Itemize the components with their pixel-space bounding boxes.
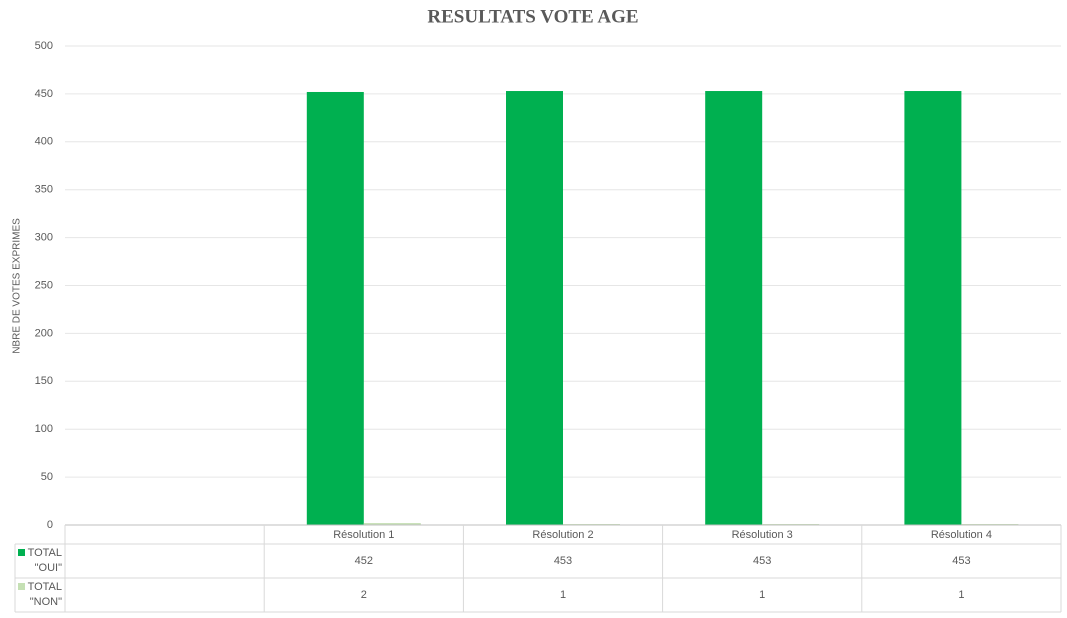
table-value: 2 [361,589,367,601]
table-value: 453 [952,555,970,567]
y-tick-label: 400 [35,136,53,148]
y-tick-label: 150 [35,375,53,387]
y-tick-label: 500 [35,40,53,52]
table-value: 1 [759,589,765,601]
y-tick-label: 50 [41,471,53,483]
table-value: 452 [355,555,373,567]
bar [306,91,364,525]
x-tick-label: Résolution 4 [931,529,992,541]
y-axis-label: NBRE DE VOTES EXPRIMES [12,218,23,354]
bar [904,91,962,525]
legend-label: TOTAL "OUI" [27,547,62,574]
x-tick-label: Résolution 1 [333,529,394,541]
y-tick-label: 350 [35,184,53,196]
y-tick-label: 250 [35,279,53,291]
table-value: 453 [753,555,771,567]
legend-label: TOTAL "NON" [27,581,62,608]
x-tick-label: Résolution 3 [732,529,793,541]
x-tick-label: Résolution 2 [532,529,593,541]
y-tick-label: 0 [47,519,53,531]
y-tick-label: 300 [35,232,53,244]
table-value: 453 [554,555,572,567]
chart-title: RESULTATS VOTE AGE [427,6,638,27]
y-tick-label: 450 [35,88,53,100]
y-tick-label: 100 [35,423,53,435]
legend-marker [17,549,25,556]
bar [705,91,763,525]
bar [506,91,563,525]
table-value: 1 [958,589,964,601]
legend-entry: TOTAL "NON" [14,580,62,610]
y-tick-label: 200 [35,327,53,339]
legend-marker [17,583,25,590]
table-value: 1 [560,589,566,601]
bar [363,523,421,525]
legend-entry: TOTAL "OUI" [14,546,62,576]
